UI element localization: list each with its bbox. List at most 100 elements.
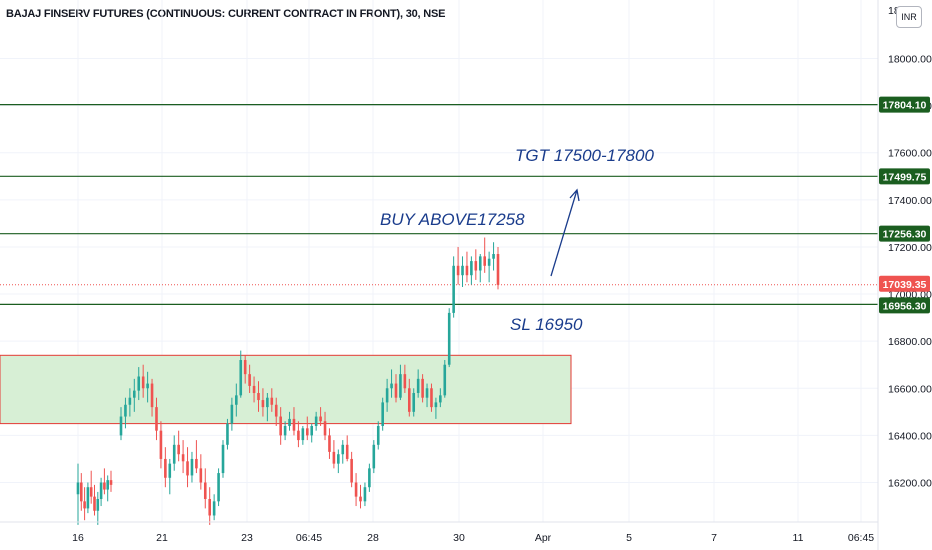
candle-body-82	[434, 402, 438, 408]
time-tick-label-10: 06:45	[848, 532, 874, 544]
level-price-label-0: 17804.10	[883, 100, 927, 112]
candle-body-23	[172, 444, 176, 464]
candle-body-68	[372, 444, 376, 469]
annotation-target[interactable]: TGT 17500-17800	[515, 146, 654, 165]
candle-body-91	[474, 261, 478, 271]
candle-body-93	[483, 256, 486, 266]
horizontal-levels	[0, 104, 878, 305]
time-tick-label-6: Apr	[535, 532, 552, 544]
candle-body-18	[150, 383, 154, 408]
candle-body-81	[430, 388, 433, 408]
candle-body-1	[80, 482, 83, 502]
time-axis[interactable]: 16 21 23 06:45 28 30 Apr 5 7 11 06:45	[72, 532, 874, 544]
current-price-label: 17039.35	[883, 279, 927, 291]
candle-body-36	[230, 404, 234, 424]
candle-body-78	[416, 378, 420, 393]
price-tick-label-1: 16400.00	[888, 430, 932, 442]
candle-body-45	[270, 397, 274, 405]
level-price-label-1-bg	[879, 168, 930, 185]
price-tick-label-6: 17400.00	[888, 195, 932, 207]
candle-body-10	[109, 480, 113, 485]
target-arrow-shaft[interactable]	[550, 189, 578, 277]
time-tick-label-0: 16	[72, 532, 84, 544]
price-tick-label-5: 17200.00	[888, 242, 932, 254]
price-axis[interactable]: 16200.0016400.0016600.0016800.0017000.00…	[888, 5, 932, 490]
candle-body-61	[341, 444, 345, 455]
currency-button[interactable]: INR	[896, 6, 922, 28]
price-tick-label-9: 18000.00	[888, 54, 932, 66]
candle-body-44	[266, 397, 269, 408]
time-tick-label-5: 30	[453, 532, 465, 544]
candle-body-67	[368, 468, 371, 488]
price-tick-label-7: 17600.00	[888, 148, 932, 160]
candle-body-87	[456, 265, 460, 276]
candle-body-75	[403, 374, 407, 389]
candle-body-58	[328, 435, 331, 452]
candle-body-16	[141, 376, 145, 389]
candle-body-30	[203, 482, 207, 499]
candle-body-52	[301, 428, 305, 441]
candle-body-59	[332, 451, 336, 464]
candle-body-33	[217, 473, 220, 502]
candle-body-86	[452, 265, 455, 313]
level-price-label-1: 17499.75	[883, 171, 927, 183]
annotation-buy[interactable]: BUY ABOVE17258	[380, 210, 525, 229]
candle-body-42	[257, 392, 260, 401]
candle-body-88	[461, 265, 464, 276]
candle-body-51	[297, 430, 300, 441]
candle-body-73	[394, 383, 398, 398]
candle-body-76	[407, 388, 411, 412]
candle-body-29	[199, 468, 203, 483]
candle-body-74	[399, 374, 402, 398]
price-labels: 17804.10 17499.75 17256.30 16956.30 17039.35	[879, 96, 930, 314]
candle-body-11	[119, 416, 123, 436]
price-tick-label-0: 16200.00	[888, 478, 932, 490]
price-tick-label-3: 16800.00	[888, 336, 932, 348]
candle-body-90	[470, 261, 473, 276]
candle-body-2	[83, 501, 86, 509]
demand-zone[interactable]	[0, 354, 572, 425]
time-tick-label-1: 21	[156, 532, 168, 544]
candle-body-7	[99, 482, 103, 499]
time-tick-label-9: 11	[793, 532, 804, 544]
current-price-label-bg	[879, 275, 930, 292]
candle-body-32	[212, 501, 216, 516]
candle-body-5	[93, 496, 96, 511]
candle-body-28	[195, 458, 198, 469]
candle-body-70	[381, 402, 384, 426]
candle-body-60	[337, 454, 340, 464]
candle-body-40	[248, 374, 251, 386]
candle-body-13	[128, 397, 132, 405]
candle-body-72	[390, 383, 393, 389]
time-tick-label-4: 28	[367, 532, 379, 544]
candle-body-34	[221, 444, 225, 474]
candle-body-77	[412, 392, 416, 412]
candle-body-19	[155, 407, 158, 431]
candle-body-95	[492, 254, 495, 259]
time-tick-label-2: 23	[241, 532, 253, 544]
candle-body-50	[292, 418, 296, 431]
candle-body-49	[288, 418, 291, 426]
target-arrow-head[interactable]	[569, 188, 580, 202]
candle-body-83	[439, 395, 442, 403]
candle-body-92	[478, 256, 482, 271]
level-price-label-2: 17256.30	[883, 229, 927, 241]
candle-body-71	[385, 388, 389, 403]
candle-body-66	[363, 487, 367, 502]
candle-body-41	[252, 385, 256, 393]
candle-body-79	[421, 378, 424, 398]
candle-body-55	[314, 416, 318, 426]
candle-body-48	[283, 425, 287, 436]
candle-body-39	[243, 360, 247, 375]
price-tick-label-top: 18	[888, 5, 900, 17]
candle-body-85	[447, 312, 451, 365]
level-price-label-3: 16956.30	[883, 300, 927, 312]
time-tick-label-7: 5	[626, 532, 632, 544]
candle-body-26	[186, 461, 189, 476]
annotation-stop-loss[interactable]: SL 16950	[510, 315, 583, 334]
candle-body-65	[359, 496, 362, 502]
price-tick-label-2: 16600.00	[888, 383, 932, 395]
time-tick-label-8: 7	[711, 532, 717, 544]
chart-title: BAJAJ FINSERV FUTURES (CONTINUOUS: CURRE…	[6, 8, 446, 20]
